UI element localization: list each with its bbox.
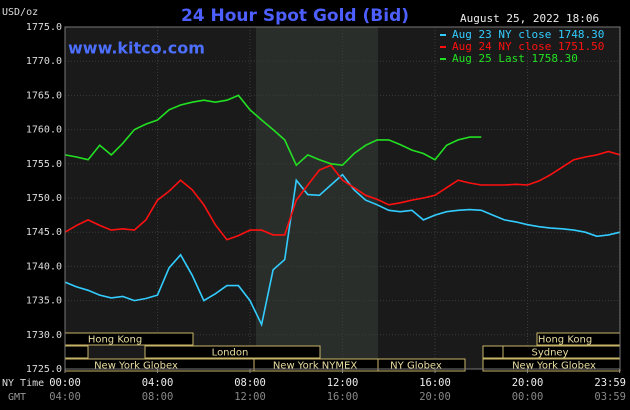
watermark: www.kitco.com (68, 39, 205, 58)
session-box (482, 345, 504, 359)
gmt-tick-label: 03:59 (594, 391, 626, 403)
y-tick-label: 1750.0 (26, 193, 62, 204)
session-box (377, 358, 466, 372)
session-label: New York Globex (94, 361, 178, 372)
y-tick-label: 1740.0 (26, 261, 62, 272)
session-box (144, 345, 321, 359)
y-tick-label: 1755.0 (26, 159, 62, 170)
gmt-tick-label: 12:00 (234, 391, 266, 403)
legend-label: Aug 23 NY close 1748.30 (452, 28, 604, 41)
gmt-tick-label: 04:00 (49, 391, 81, 403)
gmt-tick-label: 20:00 (419, 391, 451, 403)
x-tick-label: 12:00 (327, 377, 359, 389)
gmt-tick-label: 16:00 (327, 391, 359, 403)
gmt-tick-label: 00:00 (512, 391, 544, 403)
legend-label: Aug 24 NY close 1751.50 (452, 40, 604, 53)
y-tick-label: 1770.0 (26, 56, 62, 67)
series-line (64, 150, 621, 241)
y-tick-label: 1775.0 (26, 22, 62, 33)
series-line (64, 173, 621, 327)
session-label: NY Globex (390, 361, 442, 372)
x-tick-label: 00:00 (49, 377, 81, 389)
session-box (64, 345, 89, 359)
sessions: Hong Kong Hong Kong London Sydney New York G… (64, 332, 621, 372)
x-tick-label: 08:00 (234, 377, 266, 389)
x2-axis-label: GMT (8, 392, 26, 403)
session-label: Hong Kong (88, 335, 142, 346)
y-tick-label: 1730.0 (26, 330, 62, 341)
gmt-tick-label: 08:00 (142, 391, 174, 403)
series-line (64, 94, 482, 167)
x-tick-label: 23:59 (594, 377, 626, 389)
y-tick-label: 1745.0 (26, 227, 62, 238)
timestamp: August 25, 2022 18:06 (460, 12, 599, 25)
y-tick-label: 1725.0 (26, 364, 62, 375)
session-label: Sydney (531, 348, 568, 359)
session-label: New York Globex (512, 361, 596, 372)
y-tick-label: 1760.0 (26, 125, 62, 136)
y-tick-label: 1735.0 (26, 296, 62, 307)
session-label: Hong Kong (538, 335, 592, 346)
chart-title: 24 Hour Spot Gold (Bid) (181, 6, 409, 26)
x-tick-label: 16:00 (419, 377, 451, 389)
y-tick-label: 1765.0 (26, 90, 62, 101)
legend-label: Aug 25 Last 1758.30 (452, 52, 578, 65)
lines (64, 94, 621, 327)
unit-label: USD/oz (2, 7, 38, 18)
x-tick-label: 20:00 (512, 377, 544, 389)
x-tick-label: 04:00 (142, 377, 174, 389)
session-label: London (212, 348, 249, 359)
x-axis-label: NY Time (2, 378, 44, 389)
session-label: New York NYMEX (273, 361, 358, 372)
